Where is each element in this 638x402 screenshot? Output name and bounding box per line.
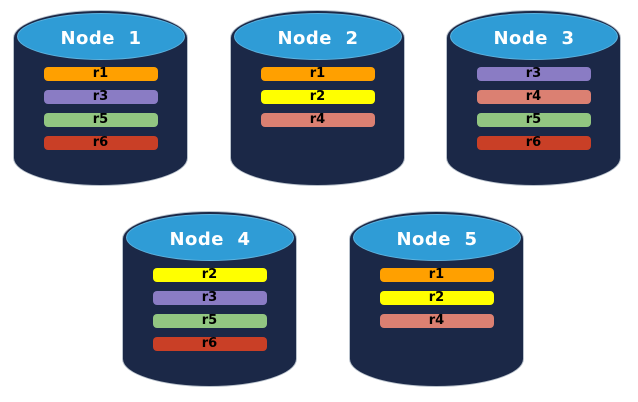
replica-list: r1 r3 r5 r6: [43, 66, 158, 150]
node-label: Node 5: [396, 228, 478, 250]
replica-label: r1: [428, 267, 445, 282]
replica-label: r3: [201, 290, 218, 305]
cylinder-top-cap: Node 3: [450, 13, 618, 60]
replica-label: r1: [92, 66, 109, 81]
replica-label: r5: [92, 112, 109, 127]
replica-bar-r3: r3: [152, 290, 267, 305]
replica-bar-r1: r1: [43, 66, 158, 81]
replica-label: r5: [201, 313, 218, 328]
replica-bar-r2: r2: [260, 89, 375, 104]
replica-label: r4: [309, 112, 326, 127]
replica-list: r1 r2 r4: [379, 267, 494, 328]
replica-label: r1: [309, 66, 326, 81]
replica-label: r4: [525, 89, 542, 104]
replica-bar-r1: r1: [379, 267, 494, 282]
replica-label: r2: [309, 89, 326, 104]
database-node: Node 3 r3 r4 r5 r6: [446, 10, 621, 186]
replica-label: r6: [525, 135, 542, 150]
cylinder-top-cap: Node 2: [234, 13, 402, 60]
node-label: Node 3: [493, 27, 575, 49]
database-node: Node 1 r1 r3 r5 r6: [13, 10, 188, 186]
database-node: Node 5 r1 r2 r4: [349, 211, 524, 387]
replica-bar-r2: r2: [379, 290, 494, 305]
database-node: Node 4 r2 r3 r5 r6: [122, 211, 297, 387]
replica-bar-r1: r1: [260, 66, 375, 81]
replica-bar-r4: r4: [476, 89, 591, 104]
replica-bar-r3: r3: [476, 66, 591, 81]
cylinder-top-cap: Node 1: [17, 13, 185, 60]
replica-label: r2: [201, 267, 218, 282]
replica-bar-r4: r4: [379, 313, 494, 328]
replica-bar-r3: r3: [43, 89, 158, 104]
replica-list: r2 r3 r5 r6: [152, 267, 267, 351]
replica-bar-r2: r2: [152, 267, 267, 282]
cylinder-top-cap: Node 5: [353, 214, 521, 261]
node-label: Node 1: [60, 27, 142, 49]
database-node: Node 2 r1 r2 r4: [230, 10, 405, 186]
replica-bar-r4: r4: [260, 112, 375, 127]
node-label: Node 4: [169, 228, 251, 250]
node-label: Node 2: [277, 27, 359, 49]
replica-label: r3: [92, 89, 109, 104]
replica-bar-r5: r5: [43, 112, 158, 127]
replica-bar-r6: r6: [476, 135, 591, 150]
replica-list: r1 r2 r4: [260, 66, 375, 127]
replica-label: r4: [428, 313, 445, 328]
cylinder-top-cap: Node 4: [126, 214, 294, 261]
replica-list: r3 r4 r5 r6: [476, 66, 591, 150]
replica-label: r2: [428, 290, 445, 305]
replica-bar-r6: r6: [43, 135, 158, 150]
replica-label: r6: [201, 336, 218, 351]
replica-label: r6: [92, 135, 109, 150]
replica-bar-r5: r5: [152, 313, 267, 328]
replica-bar-r6: r6: [152, 336, 267, 351]
replica-label: r5: [525, 112, 542, 127]
replica-bar-r5: r5: [476, 112, 591, 127]
replica-label: r3: [525, 66, 542, 81]
